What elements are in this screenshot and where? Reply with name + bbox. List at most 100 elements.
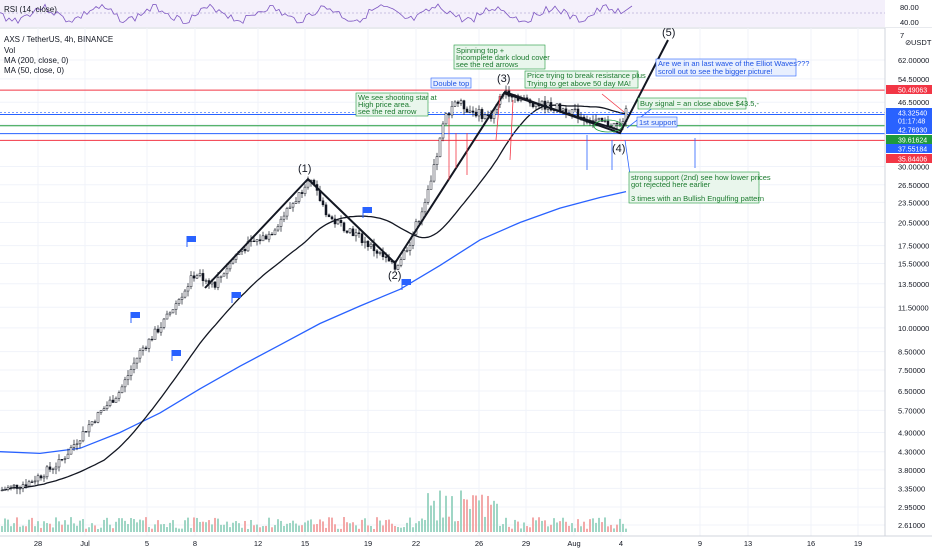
candle-body xyxy=(60,459,64,461)
volume-bar xyxy=(538,517,540,532)
svg-text:see the red arrows: see the red arrows xyxy=(456,60,518,69)
candle-body xyxy=(417,220,421,223)
price-axis[interactable]: 7 ⊘ USDT 62.0000054.5000046.5000040.0000… xyxy=(884,28,932,536)
volume-bars xyxy=(1,490,627,532)
candle-body xyxy=(612,122,616,128)
candle-body xyxy=(549,102,553,111)
candle-body xyxy=(27,481,31,487)
volume-bar xyxy=(214,517,216,532)
candle-body xyxy=(117,392,121,399)
volume-bar xyxy=(541,520,543,532)
candle-body xyxy=(120,386,124,393)
candle-body xyxy=(432,164,436,182)
candle-body xyxy=(285,208,289,217)
volume-bar xyxy=(1,526,3,532)
price-tag-label: 39.61624 xyxy=(898,138,927,145)
flag-markers xyxy=(130,207,411,361)
candle-body xyxy=(483,114,487,119)
candle-body xyxy=(273,229,277,235)
annotation-spinning-top: Spinning top + Incomplete dark cloud cov… xyxy=(453,44,550,70)
candle-body xyxy=(546,102,550,110)
candle-body xyxy=(621,121,625,125)
candle-body xyxy=(258,239,262,242)
candle-body xyxy=(33,480,37,483)
time-tick-label: 8 xyxy=(193,539,197,548)
volume-bar xyxy=(112,528,114,532)
candle-body xyxy=(348,228,352,233)
volume-bar xyxy=(25,526,27,532)
candle-body xyxy=(558,103,562,111)
candle-body xyxy=(153,328,157,340)
volume-bar xyxy=(82,519,84,532)
candle-body xyxy=(126,375,130,381)
candle-body xyxy=(198,273,202,276)
candle-body xyxy=(42,476,46,479)
volume-bar xyxy=(259,527,261,532)
candle-body xyxy=(111,399,115,403)
candle-body xyxy=(168,312,172,315)
candle-body xyxy=(54,466,58,470)
wave-1-label: (1) xyxy=(298,163,311,175)
volume-bar xyxy=(448,516,450,532)
flag-icon xyxy=(232,292,241,298)
price-tick-label: 7.50000 xyxy=(898,366,925,375)
volume-bar xyxy=(328,517,330,532)
currency-icon: ⊘ xyxy=(905,38,911,47)
volume-bar xyxy=(220,524,222,532)
svg-text:Incomplete dark cloud cover: Incomplete dark cloud cover xyxy=(456,53,550,62)
volume-bar xyxy=(316,524,318,532)
volume-bar xyxy=(196,517,198,532)
volume-bar xyxy=(598,517,600,532)
volume-bar xyxy=(181,528,183,532)
time-tick-label: 13 xyxy=(744,539,752,548)
svg-text:see the red arrow: see the red arrow xyxy=(358,107,417,116)
candle-body xyxy=(12,484,16,487)
candle-body xyxy=(360,233,364,244)
volume-bar xyxy=(247,528,249,532)
candle-body xyxy=(255,239,259,242)
price-tick-label: 46.50000 xyxy=(898,98,929,107)
candle-body xyxy=(165,313,169,320)
price-tick-label: 8.50000 xyxy=(898,348,925,357)
volume-bar xyxy=(130,518,132,532)
volume-bar xyxy=(274,525,276,532)
time-axis[interactable]: 28 Jul 5 8 12 15 19 22 26 29 Aug 4 9 13 16 19 xyxy=(0,535,932,548)
volume-bar xyxy=(502,524,504,532)
volume-bar xyxy=(199,521,201,532)
candle-body xyxy=(597,117,601,120)
symbol-line: AXS / TetherUS, 4h, BINANCE xyxy=(4,35,113,44)
volume-bar xyxy=(400,527,402,532)
volume-bar xyxy=(121,518,123,532)
candle-body xyxy=(156,328,160,333)
candle-body xyxy=(195,275,199,279)
volume-bar xyxy=(133,519,135,532)
volume-bar xyxy=(205,522,207,532)
candle-body xyxy=(339,220,343,223)
volume-bar xyxy=(52,527,54,532)
candle-body xyxy=(243,248,247,252)
svg-text:Double top: Double top xyxy=(433,79,469,88)
candle-body xyxy=(162,318,166,328)
annotation-resistance: Price trying to break resistance plus Tr… xyxy=(524,70,646,89)
volume-bar xyxy=(106,517,108,532)
volume-bar xyxy=(169,522,171,532)
volume-bar xyxy=(370,526,372,532)
candle-body xyxy=(90,421,94,426)
candle-body xyxy=(114,397,118,403)
candle-body xyxy=(15,484,19,489)
candle-body xyxy=(429,180,433,190)
volume-bar xyxy=(172,520,174,532)
price-tag-label: 01:17:48 xyxy=(898,119,925,126)
volume-bar xyxy=(508,526,510,532)
price-tick-label: 17.50000 xyxy=(898,242,929,251)
volume-bar xyxy=(13,523,15,532)
price-tag xyxy=(886,108,932,117)
candle-body xyxy=(618,123,622,125)
volume-bar xyxy=(73,523,75,532)
volume-bar xyxy=(40,527,42,532)
candle-body xyxy=(471,110,475,113)
svg-text:Trying to get above 50 day MA!: Trying to get above 50 day MA! xyxy=(527,79,631,88)
price-tick-label: 2.61000 xyxy=(898,521,925,530)
candle-body xyxy=(465,108,469,113)
